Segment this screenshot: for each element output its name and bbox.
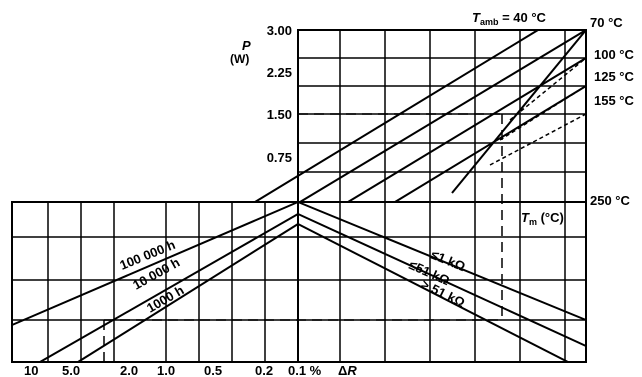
derating-line-70 — [254, 29, 539, 203]
p-axis-unit: (W) — [230, 52, 249, 66]
temp-label-250: 250 °C — [590, 193, 631, 208]
drift-tick-0-1: 0.1 % — [288, 363, 322, 377]
derating-extensions — [489, 57, 587, 166]
life-curves — [11, 201, 299, 363]
derating-lines — [254, 29, 587, 203]
resistance-curve-51k — [297, 213, 587, 347]
lower-grid — [12, 202, 586, 362]
drift-tick-1-0: 1.0 — [157, 363, 175, 377]
drift-tick-0-5: 0.5 — [204, 363, 222, 377]
life-curve-100000h — [11, 201, 299, 326]
bottom-scale: 10 5.0 2.0 1.0 0.5 0.2 0.1 % ΔR — [24, 363, 357, 377]
derating-line-155 — [394, 85, 587, 203]
tamb-label: Tamb = 40 °C — [472, 10, 547, 27]
example-construction-lines — [103, 113, 503, 362]
temp-label-155: 155 °C — [594, 93, 635, 108]
p-tick-2-25: 2.25 — [267, 65, 292, 80]
p-tick-3-00: 3.00 — [267, 23, 292, 38]
derating-line-125 — [347, 57, 587, 203]
drift-tick-10: 10 — [24, 363, 38, 377]
resistance-curve-1k — [297, 201, 587, 321]
resistance-curves — [297, 201, 587, 363]
temp-label-125: 125 °C — [594, 69, 635, 84]
p-axis-symbol: P — [242, 38, 251, 53]
derating-line-250 — [451, 29, 587, 194]
drift-tick-5-0: 5.0 — [62, 363, 80, 377]
resistance-curve-over51k — [297, 223, 569, 363]
p-tick-0-75: 0.75 — [267, 150, 292, 165]
temp-label-70: 70 °C — [590, 15, 623, 30]
derating-line-100 — [299, 29, 587, 203]
tm-axis-label: Tm (°C) — [521, 210, 564, 227]
drift-tick-2-0: 2.0 — [120, 363, 138, 377]
temp-label-100: 100 °C — [594, 47, 635, 62]
life-curve-1000h — [77, 223, 299, 363]
p-tick-1-50: 1.50 — [267, 107, 292, 122]
life-curve-10000h — [39, 213, 299, 363]
delta-r-label: ΔR — [338, 363, 357, 377]
drift-tick-0-2: 0.2 — [255, 363, 273, 377]
